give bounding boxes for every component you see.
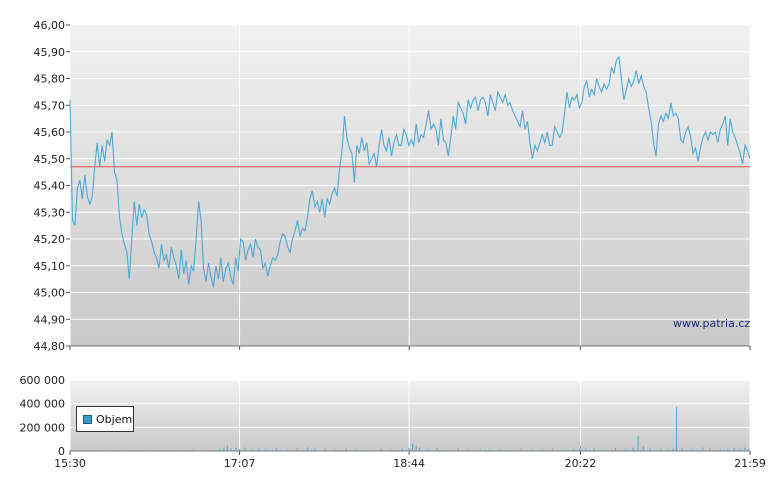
volume-tick-label: 600 000 — [20, 374, 66, 387]
x-tick-label: 21:59 — [734, 457, 766, 470]
price-y-axis: 46,00 45,90 45,80 45,70 45,60 45,50 45,40 45,30… — [34, 19, 70, 353]
x-tick-label: 20:22 — [565, 457, 597, 470]
price-tick-label: 45,70 — [34, 99, 66, 112]
volume-plot-area — [70, 380, 750, 451]
watermark: www.patria.cz — [673, 317, 751, 330]
price-tick-label: 45,40 — [34, 180, 66, 193]
volume-legend: Objem — [76, 406, 134, 432]
price-tick-label: 45,20 — [34, 233, 66, 246]
legend-label: Objem — [96, 412, 133, 426]
volume-tick-label: 0 — [58, 445, 65, 458]
x-tick-label: 18:44 — [393, 457, 425, 470]
volume-y-axis: 600 000 400 000 200 000 0 — [20, 374, 66, 458]
price-tick-label: 45,60 — [34, 126, 66, 139]
price-tick-label: 45,80 — [34, 73, 66, 86]
legend-swatch — [83, 414, 92, 424]
x-tick-label: 15:30 — [54, 457, 86, 470]
volume-bars — [71, 406, 749, 451]
price-tick-label: 45,50 — [34, 153, 66, 166]
volume-tick-label: 200 000 — [20, 421, 66, 434]
x-tick-label: 17:07 — [224, 457, 256, 470]
price-tick-label: 45,00 — [34, 287, 66, 300]
price-grid — [69, 24, 751, 347]
volume-tick-label: 400 000 — [20, 398, 66, 411]
price-line — [69, 55, 751, 288]
price-tick-label: 45,30 — [34, 206, 66, 219]
price-tick-label: 46,00 — [34, 19, 66, 32]
price-tick-label: 45,90 — [34, 46, 66, 59]
price-tick-label: 44,90 — [34, 313, 66, 326]
x-axis: 15:30 17:07 18:44 20:22 21:59 — [54, 345, 766, 470]
price-tick-label: 45,10 — [34, 260, 66, 273]
price-tick-label: 44,80 — [34, 340, 66, 353]
